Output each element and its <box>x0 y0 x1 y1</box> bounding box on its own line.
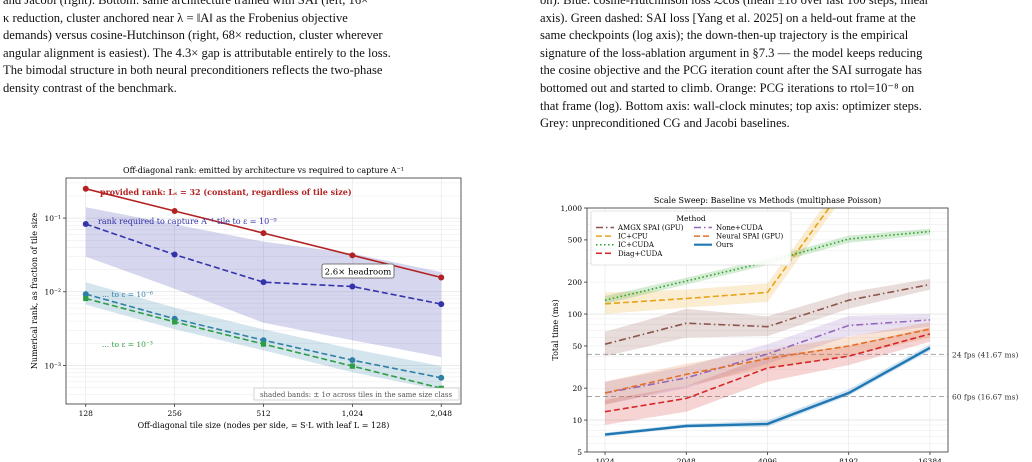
series-label: provided rank: Lₛ = 32 (constant, regard… <box>100 187 352 197</box>
y-tick-label: 1,000 <box>561 204 583 213</box>
series-line <box>604 319 931 394</box>
data-point <box>349 283 356 290</box>
data-point <box>438 374 445 381</box>
x-tick-label: 16384 <box>918 457 942 462</box>
caption-line: κ reduction, cluster anchored near λ = ‖… <box>3 10 348 25</box>
caption-right: on). Blue: cosine-Hutchinson loss ℒcos (… <box>540 0 1032 184</box>
x-tick-label: 1,024 <box>342 409 364 418</box>
caption-line: bottomed out and started to climb. Orang… <box>540 80 915 95</box>
headroom-box <box>321 263 395 279</box>
legend-label: AMGX SPAI (GPU) <box>617 224 684 232</box>
band-note-box <box>253 387 460 401</box>
caption-line: same checkpoints (log axis); the down-th… <box>540 28 909 43</box>
caption-line: on). Blue: cosine-Hutchinson loss ℒcos (… <box>540 0 929 7</box>
y-tick-label: 200 <box>568 278 583 287</box>
series-line <box>604 208 830 305</box>
legend-title: Method <box>676 214 705 223</box>
data-point <box>260 230 267 237</box>
caption-line: signature of the loss-ablation argument … <box>540 45 923 60</box>
y-axis-label: Total time (ms) <box>551 299 560 360</box>
series-band <box>85 282 442 391</box>
data-point <box>83 295 89 302</box>
caption-line: axis). Green dashed: SAI loss [Yang et a… <box>540 10 916 25</box>
y-tick-label: 500 <box>568 236 583 245</box>
data-point <box>172 319 178 325</box>
band-note: shaded bands: ± 1σ across tiles in the s… <box>260 391 453 399</box>
x-tick-label: 256 <box>167 409 182 418</box>
series-band <box>605 228 930 304</box>
legend-label: IC+CPU <box>618 233 648 241</box>
data-point <box>438 274 445 281</box>
series-label: ... to ε = 10⁻³ <box>102 340 153 349</box>
caption-line: Grey: unpreconditioned CG and Jacobi bas… <box>540 116 790 131</box>
series-line <box>604 283 931 345</box>
series-line <box>604 328 931 394</box>
caption-line: the cosine objective and the PCG iterati… <box>540 63 922 78</box>
caption-line: angular alignment is easiest). The 4.3× … <box>3 45 391 60</box>
legend-label: None+CUDA <box>716 224 764 232</box>
data-point <box>171 251 178 258</box>
caption-line: The bimodal structure in both neural pre… <box>3 63 383 78</box>
caption-line: demands) versus cosine-Hutchinson (right… <box>3 28 383 43</box>
series-band <box>605 327 930 425</box>
x-tick-label: 128 <box>79 409 94 418</box>
legend-label: Neural SPAI (GPU) <box>716 233 783 241</box>
x-tick-label: 2,048 <box>431 409 453 418</box>
legend-label: IC+CUDA <box>618 241 655 249</box>
caption-line: density contrast of the benchmark. <box>3 80 177 95</box>
y-tick-label: 20 <box>572 384 582 393</box>
data-point <box>82 221 89 228</box>
series-band <box>605 322 930 405</box>
x-tick-label: 512 <box>256 409 271 418</box>
y-tick-label: 10⁻³ <box>44 361 61 370</box>
chart-title: Scale Sweep: Baseline vs Methods (multip… <box>654 196 881 205</box>
y-tick-label: 10⁻¹ <box>44 214 61 223</box>
caption-left: and Jacobi (right). Bottom: same archite… <box>3 0 503 114</box>
data-point <box>349 357 356 364</box>
data-point <box>438 301 445 308</box>
reference-line-label: 24 fps (41.67 ms) <box>952 350 1018 359</box>
data-point <box>260 279 267 286</box>
legend-label: Ours <box>716 241 734 249</box>
plot-content <box>82 185 445 391</box>
chart-title: Off-diagonal rank: emitted by architectu… <box>123 166 404 175</box>
y-tick-label: 5 <box>577 448 582 457</box>
plot-content <box>587 208 948 437</box>
chart-1: 24 fps (41.67 ms) 60 fps (16.67 ms) 1024 20… <box>551 196 1018 462</box>
legend-box <box>590 210 792 266</box>
series-band <box>605 208 836 314</box>
reference-line-label: 60 fps (16.67 ms) <box>952 393 1018 402</box>
data-point <box>171 207 178 214</box>
series-label: ... to ε = 10⁻⁶ <box>102 290 153 299</box>
y-tick-label: 10⁻² <box>44 288 61 297</box>
y-tick-label: 100 <box>568 310 583 319</box>
legend-label: Diag+CUDA <box>618 250 663 258</box>
series-band <box>605 278 930 357</box>
y-axis-label: Numerical rank, as fraction of tile size <box>30 213 39 369</box>
data-point <box>349 363 355 369</box>
x-tick-label: 8192 <box>839 457 858 462</box>
data-point <box>260 341 267 347</box>
y-tick-label: 10 <box>572 416 582 425</box>
chart-0: 128 256 512 1,024 2,048 10⁻³ 10⁻² 10⁻¹ Off-diago… <box>30 166 462 430</box>
x-tick-label: 2048 <box>677 457 696 462</box>
series-label: rank required to capture A⁻¹ tile to ε =… <box>98 217 277 226</box>
caption-line: and Jacobi (right). Bottom: same archite… <box>3 0 369 7</box>
data-point <box>349 252 356 259</box>
data-point <box>82 185 89 192</box>
series-line <box>604 333 931 413</box>
y-tick-label: 50 <box>572 342 582 351</box>
headroom-label: 2.6× headroom <box>325 268 392 278</box>
x-axis-label: Off-diagonal tile size (nodes per side, … <box>138 421 390 430</box>
series-line <box>85 223 442 305</box>
x-tick-label: 4096 <box>758 457 777 462</box>
x-tick-label: 1024 <box>596 457 615 462</box>
series-line <box>604 346 931 436</box>
caption-line: that frame (log). Bottom axis: wall-cloc… <box>540 98 922 113</box>
data-point <box>82 291 89 298</box>
